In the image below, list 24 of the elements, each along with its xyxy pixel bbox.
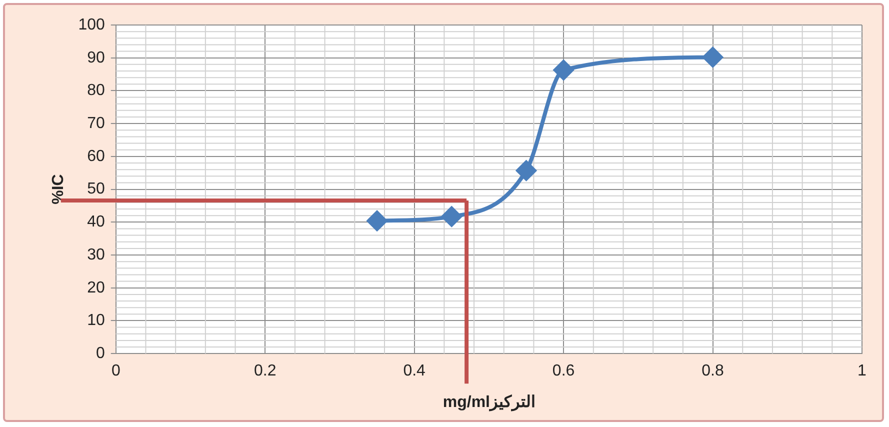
point [367, 210, 388, 231]
point [516, 160, 536, 181]
y-tick-label: 20 [87, 279, 105, 296]
point [554, 60, 574, 80]
y-tick-label: 0 [96, 345, 105, 362]
point [442, 206, 462, 227]
x-tick-label: 0.6 [552, 362, 575, 380]
y-tick-label: 30 [87, 246, 105, 264]
x-tick-label: 0.2 [254, 362, 276, 380]
y-tick-label: 70 [87, 114, 105, 132]
x-axis-title: mg/mlالتركيز [442, 394, 536, 412]
x-tick-label: 0.4 [403, 362, 426, 380]
y-tick-label: 80 [87, 82, 105, 100]
y-tick-label: 90 [87, 49, 105, 66]
y-tick-label: 40 [87, 214, 105, 231]
point [702, 47, 723, 68]
y-axis-title: %IC [50, 174, 68, 204]
y-tick-label: 60 [87, 148, 105, 165]
y-tick-label: 10 [87, 312, 105, 330]
x-tick-label: 0 [111, 362, 120, 380]
x-tick-label: 0.8 [702, 362, 724, 380]
x-tick-label: 1 [858, 362, 867, 380]
y-tick-label: 50 [87, 180, 105, 198]
y-tick-label: 100 [78, 16, 105, 34]
